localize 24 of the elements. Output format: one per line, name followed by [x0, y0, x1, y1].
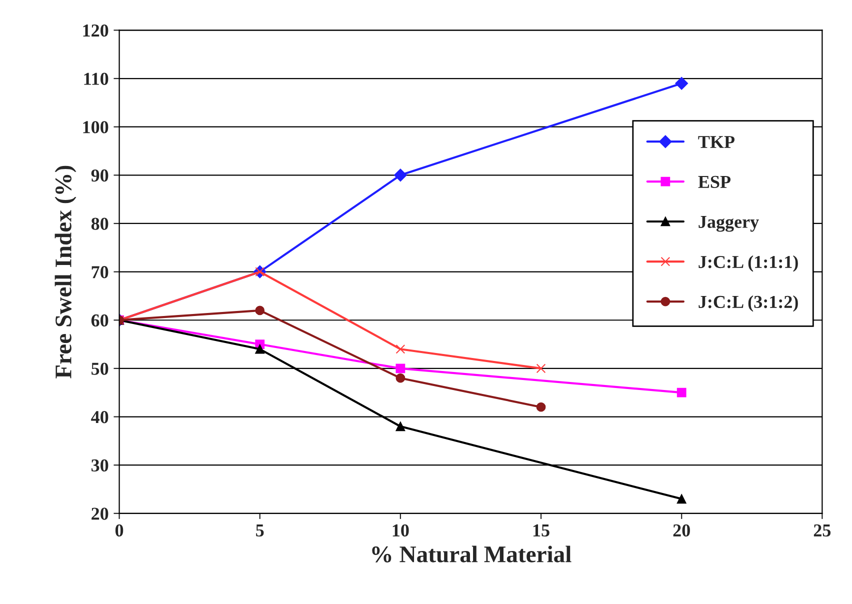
y-tick-label: 60: [91, 314, 108, 327]
y-tick-label: 120: [83, 24, 108, 37]
x-tick-label: 0: [115, 524, 124, 537]
x-tick-label: 5: [256, 524, 264, 537]
y-tick-label: 30: [91, 459, 108, 472]
y-axis-title: Free Swell Index (%): [54, 166, 76, 378]
y-tick-label: 20: [92, 508, 108, 520]
x-tick-label: 10: [392, 524, 409, 537]
x-axis-title: % Natural Material: [372, 546, 572, 562]
legend-label: ESP: [698, 176, 731, 188]
y-tick-label: 70: [92, 266, 108, 278]
x-tick-label: 20: [673, 524, 690, 537]
y-tick-label: 40: [91, 411, 108, 424]
y-tick-label: 50: [92, 362, 108, 375]
legend-label: Jaggery: [698, 216, 759, 232]
y-tick-label: 100: [83, 121, 108, 134]
y-tick-label: 90: [91, 169, 108, 182]
x-tick-label: 25: [814, 524, 831, 537]
y-tick-label: 110: [84, 72, 108, 85]
x-tick-label: 15: [533, 524, 550, 537]
legend-label: TKP: [698, 136, 735, 148]
legend-label: J:C:L (3:1:2): [698, 295, 798, 312]
y-tick-label: 80: [91, 218, 108, 230]
legend-label: J:C:L (1:1:1): [698, 255, 798, 272]
